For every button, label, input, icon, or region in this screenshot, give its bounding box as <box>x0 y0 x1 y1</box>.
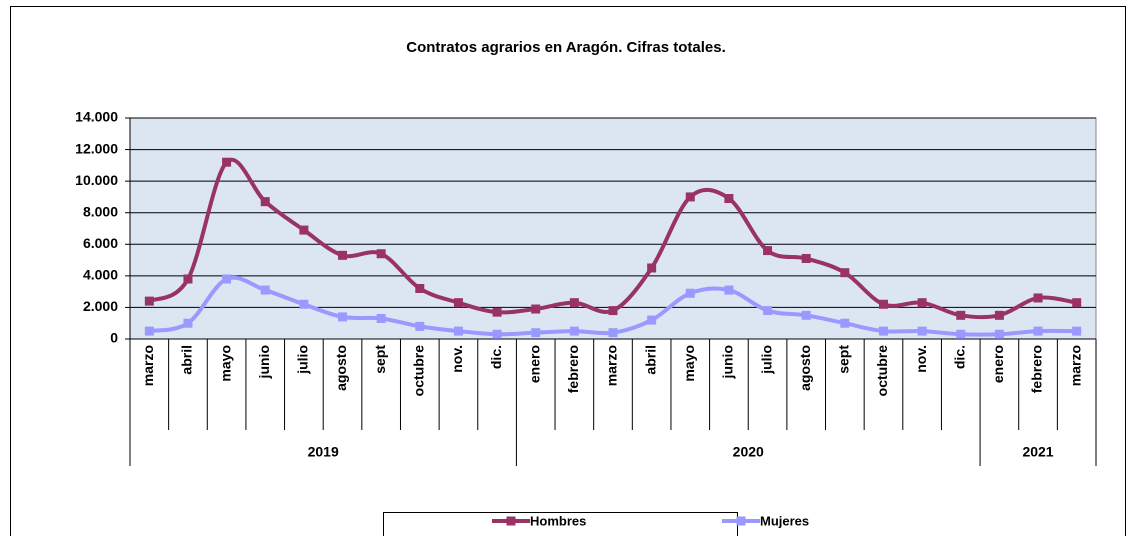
point-marker <box>917 298 927 308</box>
legend-marker <box>506 516 516 526</box>
point-marker <box>453 326 463 336</box>
point-marker <box>222 274 232 284</box>
point-marker <box>183 318 193 328</box>
point-marker <box>685 288 695 298</box>
point-marker <box>1072 298 1082 308</box>
point-marker <box>994 310 1004 320</box>
point-marker <box>608 306 618 316</box>
point-marker <box>724 194 734 204</box>
y-tick-label: 4.000 <box>83 267 118 283</box>
x-tick-label: sept <box>836 345 852 374</box>
group-label: 2020 <box>733 444 764 460</box>
y-tick-label: 8.000 <box>83 203 118 219</box>
point-marker <box>338 312 348 322</box>
x-tick-label: junio <box>256 345 272 379</box>
x-tick-label: octubre <box>874 345 890 397</box>
y-tick-label: 12.000 <box>75 140 118 156</box>
x-tick-label: mayo <box>681 345 697 382</box>
point-marker <box>376 249 386 259</box>
legend-marker <box>736 516 746 526</box>
point-marker <box>569 326 579 336</box>
point-marker <box>569 298 579 308</box>
x-tick-label: marzo <box>140 345 156 386</box>
legend <box>383 512 738 536</box>
point-marker <box>956 310 966 320</box>
point-marker <box>1033 326 1043 336</box>
x-tick-label: dic. <box>951 345 967 369</box>
point-marker <box>492 307 502 317</box>
point-marker <box>763 246 773 256</box>
x-tick-label: marzo <box>604 345 620 386</box>
point-marker <box>801 310 811 320</box>
point-marker <box>1072 326 1082 336</box>
x-tick-label: julio <box>295 345 311 375</box>
x-tick-label: nov. <box>449 345 465 373</box>
point-marker <box>840 318 850 328</box>
x-tick-label: julio <box>758 345 774 375</box>
point-marker <box>183 274 193 284</box>
point-marker <box>144 326 154 336</box>
point-marker <box>222 157 232 167</box>
x-tick-label: enero <box>990 345 1006 383</box>
point-marker <box>956 329 966 339</box>
point-marker <box>299 299 309 309</box>
x-tick-label: abril <box>642 345 658 375</box>
point-marker <box>647 315 657 325</box>
y-tick-label: 0 <box>110 330 118 346</box>
point-marker <box>917 326 927 336</box>
point-marker <box>376 313 386 323</box>
chart-title: Contratos agrarios en Aragón. Cifras tot… <box>406 39 726 56</box>
point-marker <box>260 197 270 207</box>
point-marker <box>878 326 888 336</box>
x-tick-label: agosto <box>333 345 349 391</box>
point-marker <box>878 299 888 309</box>
plot-area <box>129 117 1097 340</box>
legend-label: Mujeres <box>760 513 809 528</box>
y-tick-label: 6.000 <box>83 235 118 251</box>
x-tick-label: nov. <box>913 345 929 373</box>
y-tick-label: 14.000 <box>75 109 118 125</box>
point-marker <box>415 283 425 293</box>
y-tick-label: 2.000 <box>83 298 118 314</box>
x-tick-label: febrero <box>1029 345 1045 393</box>
point-marker <box>453 298 463 308</box>
x-tick-label: enero <box>526 345 542 383</box>
point-marker <box>299 225 309 235</box>
x-tick-label: dic. <box>488 345 504 369</box>
point-marker <box>338 250 348 260</box>
group-label: 2019 <box>308 444 339 460</box>
x-tick-label: marzo <box>1067 345 1083 386</box>
point-marker <box>994 329 1004 339</box>
point-marker <box>801 253 811 263</box>
point-marker <box>531 304 541 314</box>
point-marker <box>492 329 502 339</box>
x-tick-label: sept <box>372 345 388 374</box>
legend-label: Hombres <box>530 513 586 528</box>
point-marker <box>840 268 850 278</box>
x-tick-label: octubre <box>411 345 427 397</box>
x-tick-label: mayo <box>217 345 233 382</box>
point-marker <box>724 285 734 295</box>
x-tick-label: agosto <box>797 345 813 391</box>
point-marker <box>415 321 425 331</box>
x-tick-label: abril <box>179 345 195 375</box>
x-tick-label: febrero <box>565 345 581 393</box>
point-marker <box>531 328 541 338</box>
group-label: 2021 <box>1022 444 1053 460</box>
point-marker <box>1033 293 1043 303</box>
y-tick-label: 10.000 <box>75 172 118 188</box>
point-marker <box>647 263 657 273</box>
x-tick-label: junio <box>720 345 736 379</box>
point-marker <box>608 328 618 338</box>
point-marker <box>685 192 695 202</box>
point-marker <box>260 285 270 295</box>
point-marker <box>763 306 773 316</box>
point-marker <box>144 296 154 306</box>
